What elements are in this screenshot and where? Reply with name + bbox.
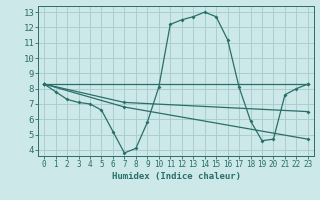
X-axis label: Humidex (Indice chaleur): Humidex (Indice chaleur) <box>111 172 241 181</box>
